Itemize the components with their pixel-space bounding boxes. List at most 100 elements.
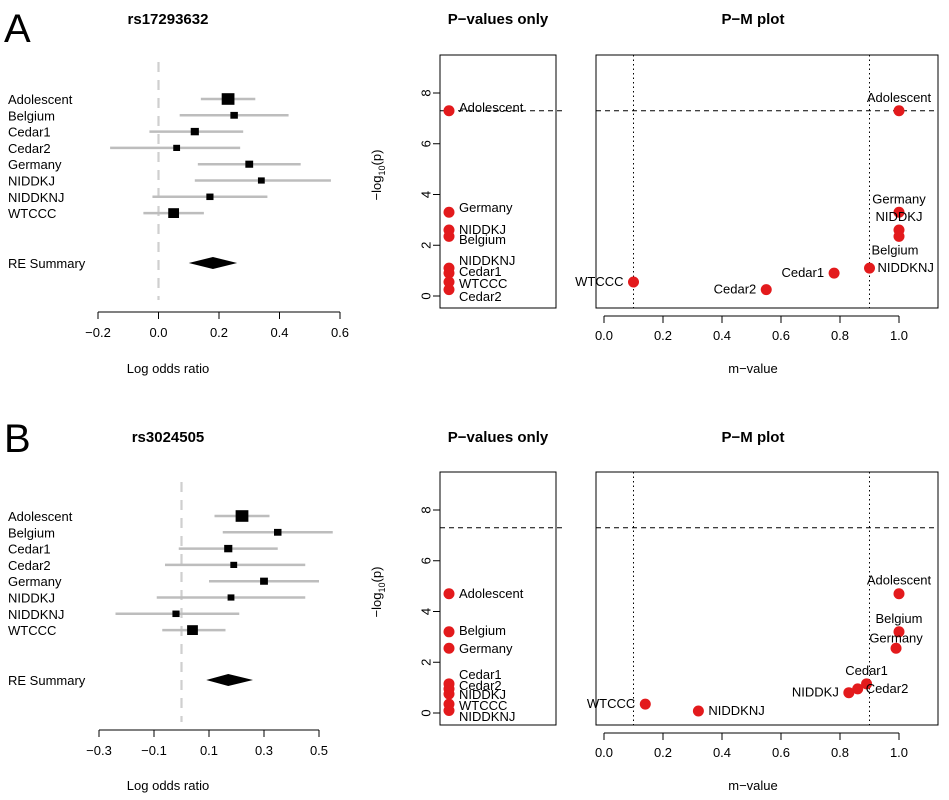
forest-title: rs17293632 [128, 11, 209, 28]
data-point [861, 678, 873, 690]
point-label: Adolescent [459, 586, 524, 601]
data-point [864, 262, 875, 274]
point-label: Adolescent [867, 573, 932, 588]
effect-square [190, 127, 199, 136]
effect-square [221, 93, 235, 105]
effect-square [227, 594, 235, 601]
data-point [828, 267, 840, 279]
x-tick-label: 1.0 [890, 745, 908, 760]
effect-square [206, 193, 214, 201]
study-label: Cedar2 [8, 558, 51, 573]
y-tick-label: 8 [418, 506, 433, 513]
x-tick-label: 0.2 [654, 328, 672, 343]
point-label: Cedar1 [845, 663, 888, 678]
data-point [443, 284, 455, 296]
y-tick-label: 2 [418, 659, 433, 666]
point-label: Germany [872, 191, 926, 206]
data-point [893, 626, 905, 638]
study-label: WTCCC [8, 206, 56, 221]
x-tick-label: 0.6 [772, 328, 790, 343]
study-label: Belgium [8, 525, 55, 540]
point-label: NIDDKJ [792, 685, 839, 700]
study-label: Cedar1 [8, 542, 51, 557]
point-label: Belgium [872, 242, 919, 257]
x-tick-label: 0.5 [310, 743, 328, 758]
data-point [443, 626, 455, 638]
y-axis-label: −log10(p) [369, 567, 387, 618]
y-tick-label: 0 [418, 709, 433, 716]
effect-square [168, 208, 180, 218]
summary-label: RE Summary [8, 256, 86, 271]
point-label: Adolescent [459, 100, 524, 115]
data-point [443, 206, 455, 218]
data-point [443, 688, 455, 700]
data-point [443, 230, 455, 242]
y-tick-label: 2 [418, 242, 433, 249]
x-tick-label: 0.2 [210, 325, 228, 340]
x-tick-label: 1.0 [890, 328, 908, 343]
data-point [852, 683, 864, 695]
x-tick-label: 0.4 [713, 745, 731, 760]
point-label: Cedar1 [459, 264, 502, 279]
point-label: WTCCC [459, 276, 507, 291]
y-tick-label: 6 [418, 140, 433, 147]
point-label: WTCCC [587, 696, 635, 711]
data-point [893, 588, 905, 600]
x-tick-label: −0.1 [141, 743, 167, 758]
study-label: WTCCC [8, 623, 56, 638]
study-label: Germany [8, 574, 62, 589]
forest-title: rs3024505 [132, 429, 205, 446]
study-label: NIDDKNJ [8, 607, 64, 622]
pm-title: P−M plot [722, 429, 785, 446]
data-point [443, 642, 455, 654]
point-label: NIDDKNJ [878, 260, 934, 275]
study-label: Adolescent [8, 92, 73, 107]
point-label: NIDDKJ [876, 209, 923, 224]
data-point [893, 230, 905, 242]
data-point [893, 206, 905, 218]
point-label: WTCCC [575, 274, 623, 289]
x-tick-label: 0.0 [149, 325, 167, 340]
point-label: Cedar2 [459, 678, 502, 693]
x-tick-label: 0.8 [831, 745, 849, 760]
x-tick-label: 0.8 [831, 328, 849, 343]
effect-square [274, 528, 282, 536]
x-tick-label: 0.0 [595, 328, 613, 343]
x-axis-label: m−value [728, 778, 778, 793]
point-label: Cedar1 [459, 667, 502, 682]
study-label: Germany [8, 157, 62, 172]
point-label: Germany [459, 641, 513, 656]
x-tick-label: 0.4 [270, 325, 288, 340]
point-label: NIDDKNJ [708, 703, 764, 718]
data-point [893, 105, 905, 117]
summary-diamond [188, 257, 238, 269]
x-axis-label: Log odds ratio [127, 778, 209, 793]
pm-title: P−M plot [722, 11, 785, 28]
data-point [628, 276, 639, 288]
effect-square [245, 160, 254, 168]
summary-diamond [206, 674, 253, 686]
study-label: NIDDKJ [8, 174, 55, 189]
panel-letter-b: B [4, 417, 31, 461]
effect-square [172, 610, 180, 618]
x-axis-label: Log odds ratio [127, 361, 209, 376]
y-tick-label: 8 [418, 89, 433, 96]
effect-square [173, 144, 181, 151]
x-tick-label: 0.6 [772, 745, 790, 760]
panel-letter-a: A [4, 7, 31, 51]
x-axis-label: m−value [728, 361, 778, 376]
point-label: Cedar2 [459, 289, 502, 304]
y-tick-label: 4 [418, 608, 433, 615]
pvalue-title: P−values only [448, 429, 549, 446]
point-label: Adolescent [867, 90, 932, 105]
x-tick-label: −0.2 [85, 325, 111, 340]
plot-frame [595, 471, 939, 726]
y-tick-label: 0 [418, 292, 433, 299]
point-label: NIDDKNJ [459, 253, 515, 268]
point-label: WTCCC [459, 698, 507, 713]
data-point [639, 698, 651, 710]
point-label: Belgium [459, 623, 506, 638]
summary-label: RE Summary [8, 673, 86, 688]
data-point [443, 105, 455, 117]
